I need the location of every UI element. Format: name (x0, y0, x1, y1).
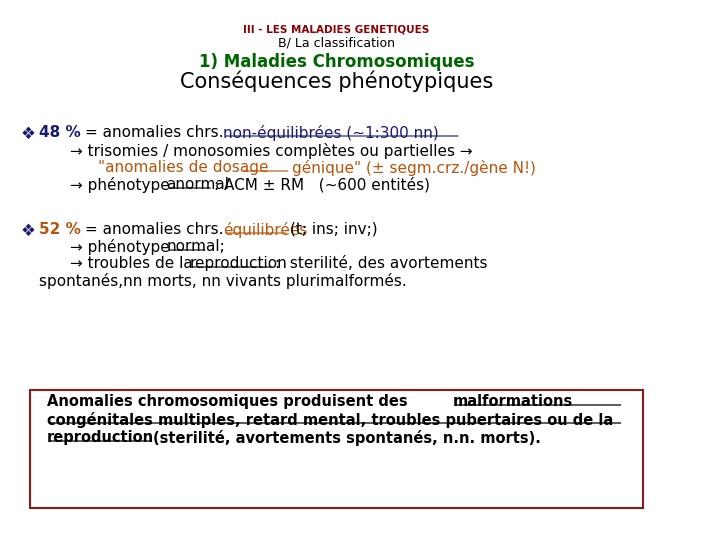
Text: congénitales multiples, retard mental, troubles pubertaires ou de la: congénitales multiples, retard mental, t… (47, 412, 613, 428)
Text: spontanés,nn morts, nn vivants plurimalformés.: spontanés,nn morts, nn vivants plurimalf… (40, 273, 407, 289)
Text: ❖: ❖ (21, 222, 35, 240)
Text: ❖: ❖ (21, 125, 35, 143)
Text: normal;: normal; (166, 239, 225, 254)
Text: reproduction: reproduction (190, 256, 287, 271)
Text: anormal: anormal (166, 177, 230, 192)
Text: équilibrées: équilibrées (223, 222, 307, 238)
Text: B/ La classification: B/ La classification (278, 36, 395, 49)
Text: (t; ins; inv;): (t; ins; inv;) (289, 222, 377, 237)
Text: → trisomies / monosomies complètes ou partielles →: → trisomies / monosomies complètes ou pa… (70, 143, 473, 159)
Text: III - LES MALADIES GENETIQUES: III - LES MALADIES GENETIQUES (243, 24, 430, 34)
Text: → phénotype: → phénotype (70, 177, 170, 193)
Text: non-équilibrées (~1:300 nn): non-équilibrées (~1:300 nn) (223, 125, 439, 141)
Text: 52 %: 52 % (40, 222, 81, 237)
Text: Anomalies chromosomiques produisent des: Anomalies chromosomiques produisent des (47, 394, 408, 409)
Text: "anomalies de dosage: "anomalies de dosage (98, 160, 269, 175)
Text: génique" (± segm.crz./gène N!): génique" (± segm.crz./gène N!) (292, 160, 536, 176)
Text: Conséquences phénotypiques: Conséquences phénotypiques (180, 70, 493, 91)
Text: = anomalies chrs.: = anomalies chrs. (85, 222, 223, 237)
Text: 48 %: 48 % (40, 125, 81, 140)
Text: :  sterilité, des avortements: : sterilité, des avortements (275, 256, 487, 271)
Text: → troubles de la: → troubles de la (70, 256, 193, 271)
Text: (sterilité, avortements spontanés, n.n. morts).: (sterilité, avortements spontanés, n.n. … (153, 430, 541, 446)
Text: malformations: malformations (452, 394, 572, 409)
Text: reproduction: reproduction (47, 430, 154, 445)
Text: 1) Maladies Chromosomiques: 1) Maladies Chromosomiques (199, 53, 474, 71)
FancyBboxPatch shape (30, 390, 643, 508)
Text: : ACM ± RM   (~600 entités): : ACM ± RM (~600 entités) (214, 177, 430, 192)
Text: = anomalies chrs.: = anomalies chrs. (85, 125, 223, 140)
Text: → phénotype: → phénotype (70, 239, 170, 255)
